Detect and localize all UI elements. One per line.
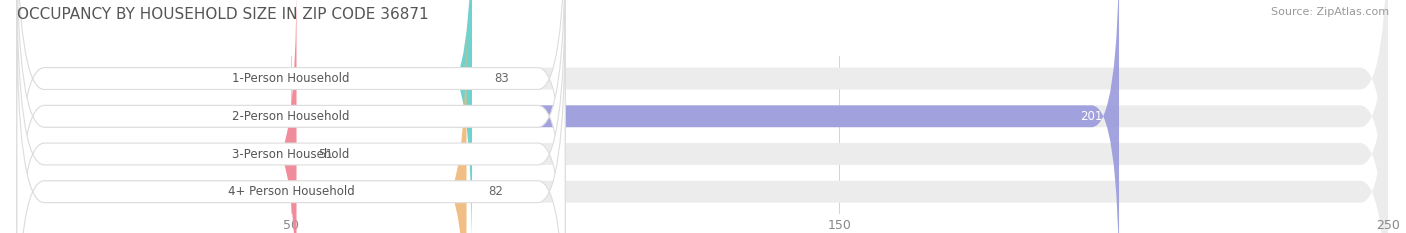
Text: OCCUPANCY BY HOUSEHOLD SIZE IN ZIP CODE 36871: OCCUPANCY BY HOUSEHOLD SIZE IN ZIP CODE …	[17, 7, 429, 22]
Text: 51: 51	[318, 147, 333, 161]
FancyBboxPatch shape	[17, 14, 565, 233]
Text: 82: 82	[488, 185, 503, 198]
Text: 83: 83	[494, 72, 509, 85]
FancyBboxPatch shape	[17, 0, 1388, 233]
FancyBboxPatch shape	[17, 0, 1388, 233]
Text: 201: 201	[1080, 110, 1102, 123]
Text: 4+ Person Household: 4+ Person Household	[228, 185, 354, 198]
FancyBboxPatch shape	[17, 0, 1119, 233]
FancyBboxPatch shape	[17, 14, 467, 233]
Text: 3-Person Household: 3-Person Household	[232, 147, 350, 161]
FancyBboxPatch shape	[17, 0, 565, 233]
FancyBboxPatch shape	[17, 0, 565, 233]
Text: 1-Person Household: 1-Person Household	[232, 72, 350, 85]
FancyBboxPatch shape	[17, 14, 1388, 233]
FancyBboxPatch shape	[17, 0, 472, 233]
FancyBboxPatch shape	[17, 0, 297, 233]
FancyBboxPatch shape	[17, 0, 565, 233]
Text: 2-Person Household: 2-Person Household	[232, 110, 350, 123]
FancyBboxPatch shape	[17, 0, 1388, 233]
Text: Source: ZipAtlas.com: Source: ZipAtlas.com	[1271, 7, 1389, 17]
